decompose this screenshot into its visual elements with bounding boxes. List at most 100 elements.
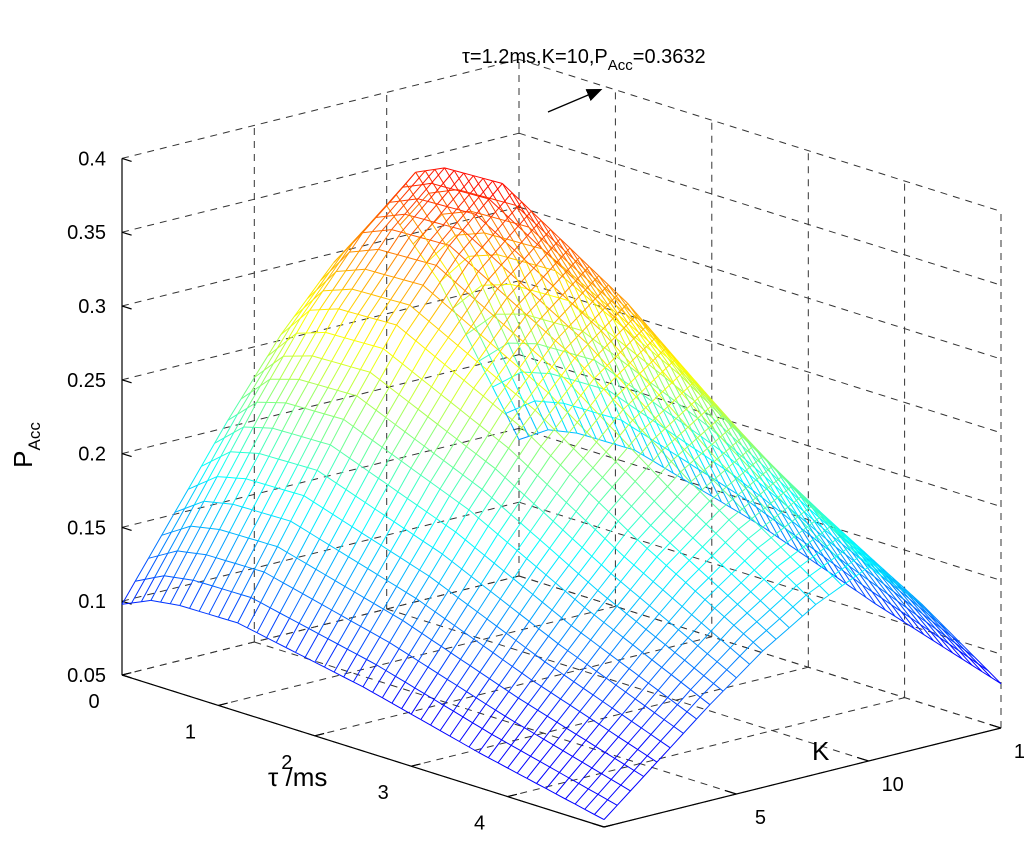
mesh-segment: [387, 460, 402, 486]
mesh-segment: [602, 414, 613, 418]
mesh-segment: [699, 696, 711, 706]
x-tick-mark: [603, 824, 614, 828]
mesh-segment: [551, 366, 562, 376]
mesh-segment: [189, 607, 200, 612]
mesh-segment: [417, 408, 429, 418]
mesh-segment: [635, 396, 647, 408]
mesh-segment: [345, 269, 356, 272]
mesh-segment: [889, 582, 904, 600]
mesh-segment: [504, 313, 519, 344]
mesh-segment: [673, 726, 684, 734]
mesh-segment: [456, 665, 471, 686]
mesh-segment: [328, 289, 343, 310]
mesh-segment: [625, 691, 636, 700]
mesh-segment: [362, 231, 373, 234]
mesh-segment: [227, 398, 242, 421]
mesh-segment: [757, 547, 768, 558]
mesh-segment: [462, 453, 477, 476]
mesh-segment: [645, 361, 656, 371]
mesh-segment: [350, 620, 361, 627]
mesh-segment: [640, 432, 655, 462]
mesh-segment: [688, 462, 699, 470]
mesh-segment: [655, 405, 670, 419]
mesh-segment: [551, 348, 566, 368]
mesh-segment: [260, 577, 275, 603]
mesh-segment: [553, 240, 568, 262]
mesh-segment: [697, 630, 712, 647]
mesh-segment: [416, 504, 427, 513]
mesh-segment: [790, 546, 805, 558]
mesh-segment: [619, 359, 635, 389]
mesh-segment: [613, 373, 628, 404]
mesh-segment: [619, 419, 633, 437]
mesh-segment: [497, 762, 508, 769]
mesh-segment: [497, 744, 512, 764]
mesh-segment: [647, 340, 662, 360]
mesh-segment: [366, 659, 377, 666]
mesh-segment: [413, 534, 424, 542]
mesh-segment: [357, 562, 368, 570]
mesh-segment: [809, 509, 824, 529]
mesh-segment: [809, 565, 824, 577]
mesh-segment: [200, 443, 216, 467]
mesh-segment: [327, 638, 338, 645]
mesh-segment: [735, 450, 750, 475]
mesh-segment: [634, 682, 649, 700]
surface-mesh: [121, 167, 1002, 821]
mesh-segment: [571, 327, 586, 358]
mesh-segment: [370, 274, 385, 295]
mesh-segment: [604, 751, 616, 759]
mesh-segment: [655, 636, 666, 646]
mesh-segment: [375, 386, 390, 411]
x-tick-mark: [121, 672, 132, 676]
mesh-segment: [835, 546, 850, 567]
mesh-segment: [555, 777, 570, 795]
mesh-segment: [437, 401, 452, 425]
mesh-segment: [710, 413, 725, 427]
mesh-segment: [472, 481, 483, 490]
mesh-segment: [749, 650, 764, 665]
mesh-segment: [344, 337, 355, 341]
mesh-segment: [590, 388, 605, 407]
mesh-segment: [329, 419, 345, 446]
mesh-segment: [607, 390, 622, 421]
mesh-segment: [298, 622, 310, 629]
mesh-segment: [688, 546, 703, 561]
mesh-segment: [435, 245, 450, 266]
mesh-segment: [589, 290, 604, 312]
mesh-segment: [249, 452, 260, 454]
mesh-segment: [682, 478, 693, 486]
mesh-segment: [634, 698, 646, 707]
mesh-segment: [790, 520, 806, 543]
mesh-segment: [517, 679, 533, 699]
mesh-segment: [733, 474, 744, 484]
mesh-segment: [615, 684, 626, 693]
mesh-segment: [578, 782, 589, 790]
mesh-segment: [173, 576, 184, 580]
mesh-segment: [673, 359, 688, 378]
mesh-segment: [248, 512, 263, 539]
mesh-segment: [701, 622, 712, 632]
mesh-segment: [816, 530, 831, 552]
mesh-segment: [404, 660, 419, 683]
mesh-segment: [497, 514, 512, 535]
x-axis-label: τ /ms: [268, 762, 327, 792]
mesh-segment: [445, 502, 460, 526]
mesh-segment: [716, 647, 731, 663]
mesh-segment: [490, 216, 501, 220]
mesh-segment: [444, 618, 455, 626]
mesh-segment: [131, 601, 142, 604]
mesh-segment: [519, 594, 534, 615]
mesh-segment: [467, 353, 478, 363]
mesh-segment: [562, 280, 577, 296]
mesh-segment: [430, 167, 445, 184]
mesh-segment: [167, 528, 182, 554]
mesh-segment: [585, 357, 596, 361]
mesh-segment: [329, 252, 344, 272]
mesh-segment: [401, 460, 412, 469]
mesh-segment: [545, 788, 557, 795]
mesh-segment: [898, 585, 913, 596]
mesh-segment: [408, 401, 419, 410]
mesh-segment: [782, 585, 797, 599]
z-tick-mark: [121, 526, 132, 531]
